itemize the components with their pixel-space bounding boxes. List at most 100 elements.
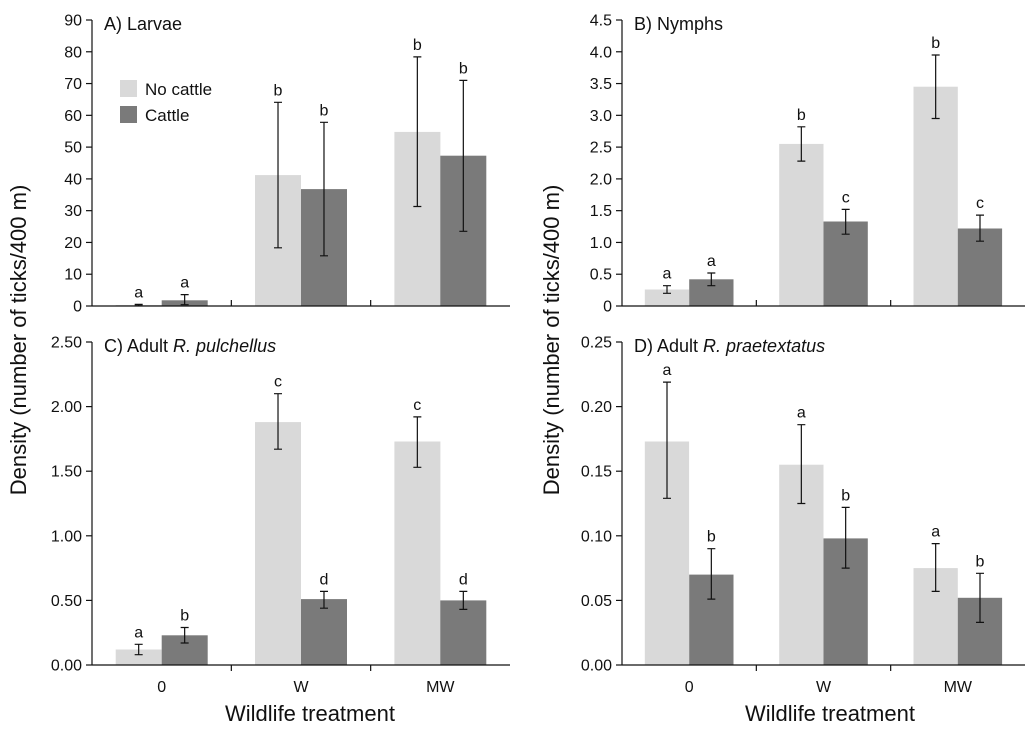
y-axis-title-right: Density (number of ticks/400 m) (539, 185, 564, 496)
sig-letter-no-cattle-w: c (274, 374, 282, 391)
panel-title-c: C) Adult R. pulchellus (104, 336, 276, 356)
sig-letter-no-cattle-mw: a (931, 524, 940, 541)
legend-label-no-cattle: No cattle (145, 80, 212, 99)
panel-title-b: B) Nymphs (634, 14, 723, 34)
y-tick-label: 0.00 (51, 658, 82, 675)
error-bar-cattle-mw (459, 590, 468, 610)
y-tick-label: 1.00 (51, 528, 82, 545)
y-tick-label: 2.50 (51, 335, 82, 352)
error-bar-cattle-0 (180, 626, 189, 644)
y-tick-label: 10 (64, 267, 82, 284)
x-tick-label-w: W (816, 679, 832, 696)
error-bar-cattle-mw (459, 79, 468, 232)
error-bar-cattle-0 (180, 294, 189, 306)
panel-title-prefix: D) Adult (634, 336, 703, 356)
y-tick-label: 0 (603, 299, 612, 316)
bar-cattle-w (301, 599, 347, 665)
error-bar-cattle-0 (707, 272, 716, 287)
sig-letter-no-cattle-0: a (134, 284, 143, 301)
sig-letter-cattle-0: b (707, 529, 716, 546)
y-tick-label: 0 (73, 299, 82, 316)
error-bar-no-cattle-w (274, 393, 283, 450)
panel-title-d: D) Adult R. praetextatus (634, 336, 825, 356)
y-tick-label: 1.50 (51, 464, 82, 481)
y-tick-label: 2.0 (590, 171, 612, 188)
sig-letter-cattle-mw: c (976, 195, 984, 212)
error-bar-cattle-w (841, 208, 850, 235)
sig-letter-cattle-w: b (320, 102, 329, 119)
error-bar-cattle-mw (975, 214, 984, 242)
x-axis-title-right: Wildlife treatment (745, 701, 915, 726)
error-bar-no-cattle-mw (413, 56, 422, 208)
y-tick-label: 70 (64, 76, 82, 93)
y-tick-label: 0.15 (581, 464, 612, 481)
y-axis-title-left: Density (number of ticks/400 m) (6, 185, 31, 496)
x-tick-label-mw: MW (426, 679, 455, 696)
sig-letter-cattle-w: b (841, 487, 850, 504)
sig-letter-no-cattle-w: b (274, 82, 283, 99)
y-tick-label: 3.0 (590, 108, 612, 125)
sig-letter-cattle-0: a (707, 253, 716, 270)
y-tick-label: 0.5 (590, 267, 612, 284)
x-tick-label-w: W (293, 679, 309, 696)
bar-no-cattle-w (779, 143, 824, 306)
bar-cattle-mw (440, 600, 487, 665)
error-bar-cattle-w (319, 121, 328, 257)
sig-letter-cattle-0: a (180, 275, 189, 292)
y-tick-label: 2.00 (51, 399, 82, 416)
panel-c: a b 0 c d Wc d MW 0.00 0.50 1.00 1.50 2.00 2.50 C) Adu… (51, 335, 510, 696)
legend: No cattle Cattle (120, 80, 212, 125)
sig-letter-no-cattle-w: a (797, 405, 806, 422)
error-bar-no-cattle-0 (663, 381, 672, 499)
y-tick-label: 2.5 (590, 140, 612, 157)
sig-letter-no-cattle-mw: b (931, 35, 940, 52)
y-tick-label: 0.50 (51, 593, 82, 610)
panel-b: a a b c b c 0 0.5 1.0 1.5 2.0 2.5 3.0 3.5 4.0 4.5 B) Nym… (590, 13, 1025, 316)
y-tick-label: 3.5 (590, 76, 612, 93)
error-bar-cattle-mw (975, 572, 984, 623)
error-bar-no-cattle-mw (413, 416, 422, 468)
legend-swatch-cattle (120, 106, 137, 123)
error-bar-no-cattle-0 (134, 643, 143, 656)
error-bar-no-cattle-mw (931, 543, 940, 592)
panel-d: a b 0 a b Wa b MW 0.00 0.05 0.10 0.15 0.20 0.25 D) Adu… (581, 335, 1025, 696)
bar-cattle-w (823, 221, 868, 306)
error-bar-cattle-w (319, 590, 328, 609)
sig-letter-no-cattle-0: a (134, 624, 143, 641)
sig-letter-cattle-0: b (180, 608, 189, 625)
y-tick-label: 60 (64, 108, 82, 125)
y-tick-label: 0.20 (581, 399, 612, 416)
panel-title-a: A) Larvae (104, 14, 182, 34)
panel-title-prefix: C) Adult (104, 336, 173, 356)
bar-no-cattle-w (255, 422, 301, 665)
panel-title-species: R. pulchellus (173, 336, 276, 356)
error-bar-no-cattle-0 (663, 285, 672, 294)
sig-letter-no-cattle-w: b (797, 107, 806, 124)
error-bar-cattle-0 (707, 548, 716, 600)
y-tick-label: 4.5 (590, 13, 612, 30)
sig-letter-no-cattle-mw: c (413, 397, 421, 414)
panel-title-prefix: B) Nymphs (634, 14, 723, 34)
y-tick-label: 4.0 (590, 44, 612, 61)
error-bar-no-cattle-mw (931, 54, 940, 120)
sig-letter-cattle-mw: d (459, 571, 468, 588)
y-tick-label: 1.0 (590, 235, 612, 252)
bar-no-cattle-0 (115, 649, 162, 665)
y-tick-label: 80 (64, 44, 82, 61)
x-tick-label-0: 0 (685, 679, 694, 696)
bar-no-cattle-0 (644, 289, 690, 306)
sig-letter-no-cattle-0: a (663, 362, 672, 379)
y-tick-label: 40 (64, 171, 82, 188)
x-tick-label-mw: MW (944, 679, 973, 696)
legend-label-cattle: Cattle (145, 106, 189, 125)
sig-letter-cattle-w: c (842, 189, 850, 206)
panel-title-species: R. praetextatus (703, 336, 825, 356)
x-axis-title-left: Wildlife treatment (225, 701, 395, 726)
sig-letter-no-cattle-0: a (663, 266, 672, 283)
error-bar-no-cattle-w (797, 126, 806, 162)
y-tick-label: 50 (64, 140, 82, 157)
y-tick-label: 0.25 (581, 335, 612, 352)
x-tick-label-0: 0 (157, 679, 166, 696)
error-bar-cattle-w (841, 506, 850, 569)
